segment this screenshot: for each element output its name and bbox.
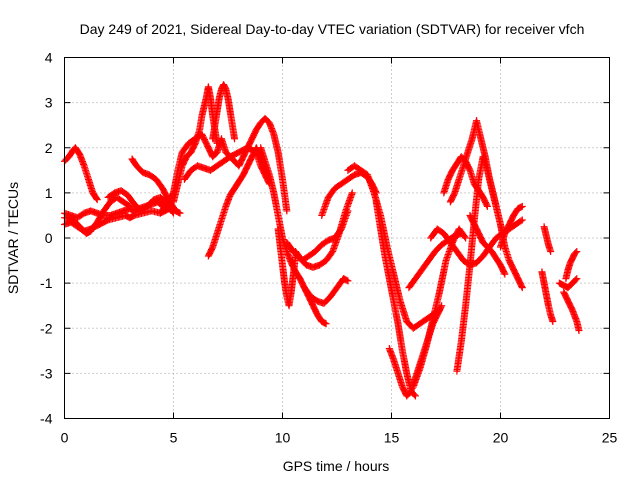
data-point [348,189,356,197]
data-series [274,225,300,310]
y-axis-label: SDTVAR / TECUs [5,182,21,294]
data-series [257,144,330,328]
x-tick-label: 25 [602,430,618,446]
x-tick-label: 5 [170,430,178,446]
data-point [176,209,184,217]
data-series [235,114,291,215]
x-tick-label: 0 [61,430,69,446]
y-tick-label: 4 [45,50,53,66]
data-series [300,275,352,307]
data-point [231,135,239,143]
data-point [125,202,133,210]
y-tick-label: -1 [40,275,53,291]
y-tick-label: -4 [40,411,53,427]
data-point [344,277,352,285]
x-tick-label: 15 [384,430,400,446]
y-tick-label: 2 [45,140,53,156]
data-point [283,207,291,215]
data-point [93,196,101,204]
y-tick-label: 0 [45,230,53,246]
x-tick-label: 10 [275,430,291,446]
y-tick-label: -2 [40,320,53,336]
data-point [322,320,330,328]
y-tick-label: 1 [45,185,53,201]
data-point [92,195,100,203]
y-tick-label: 3 [45,95,53,111]
data-series [292,207,352,265]
chart-title: Day 249 of 2021, Sidereal Day-to-day VTE… [80,21,585,37]
data-point [213,139,221,147]
data-series [209,81,239,143]
data-series [61,144,101,204]
x-tick-label: 20 [493,430,509,446]
data-series [128,155,184,217]
data-point [344,207,352,215]
data-point [126,202,134,210]
data-marks [61,81,583,400]
x-axis-label: GPS time / hours [283,458,390,474]
data-series [61,193,134,237]
y-tick-label: -3 [40,365,53,381]
